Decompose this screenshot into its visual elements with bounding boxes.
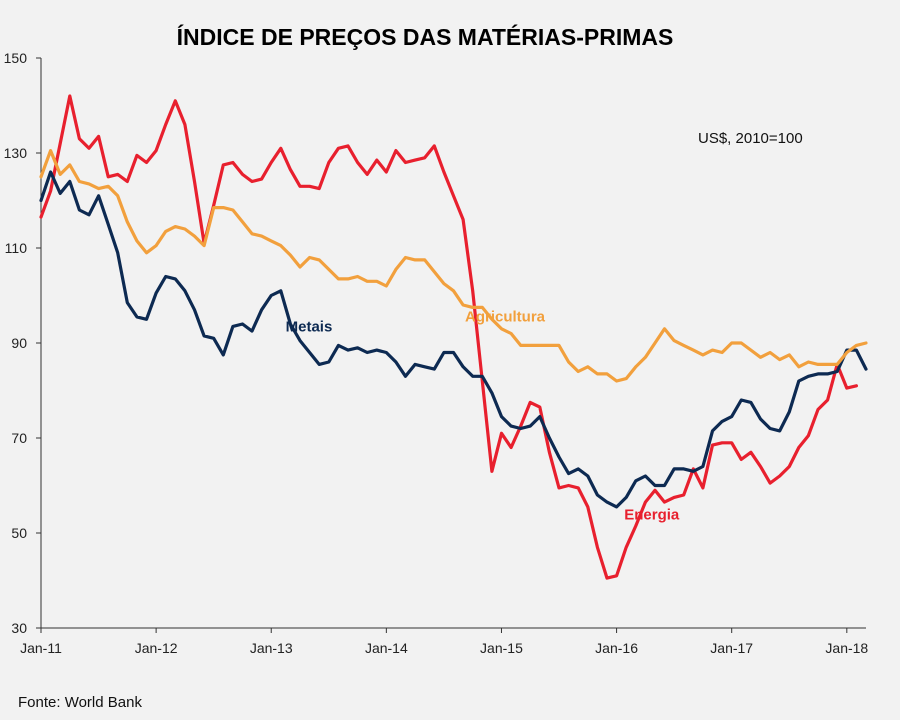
series-lines: [39, 94, 868, 580]
y-tick-label: 50: [11, 525, 27, 541]
series-labels: Metais Agricultura Energia: [286, 309, 680, 524]
series-label-metais: Metais: [286, 319, 333, 336]
units-note: US$, 2010=100: [698, 130, 803, 147]
series-line-metais: [39, 170, 868, 509]
series-label-energia: Energia: [624, 507, 680, 524]
y-tick-label: 90: [11, 335, 27, 351]
axes: 30 50 70 90 110 130 150 Jan-11 Jan-12 Jan-13 Jan-1…: [4, 50, 869, 656]
source-note: Fonte: World Bank: [18, 694, 142, 711]
series-line-agricultura: [39, 149, 868, 383]
x-tick-label: Jan-12: [135, 640, 178, 656]
x-tick-label: Jan-14: [365, 640, 408, 656]
x-tick-label: Jan-17: [710, 640, 753, 656]
x-tick-label: Jan-16: [595, 640, 638, 656]
x-tick-label: Jan-11: [20, 640, 62, 656]
series-label-agricultura: Agricultura: [465, 309, 546, 326]
y-tick-label: 110: [5, 240, 28, 256]
chart-title: ÍNDICE DE PREÇOS DAS MATÉRIAS-PRIMAS: [177, 23, 674, 50]
x-tick-label: Jan-18: [825, 640, 868, 656]
y-tick-label: 30: [11, 620, 27, 636]
x-tick-label: Jan-13: [250, 640, 293, 656]
x-tick-label: Jan-15: [480, 640, 523, 656]
y-tick-label: 70: [11, 430, 27, 446]
series-line-energia: [39, 94, 859, 580]
y-tick-label: 130: [4, 145, 28, 161]
y-tick-label: 150: [4, 50, 28, 66]
